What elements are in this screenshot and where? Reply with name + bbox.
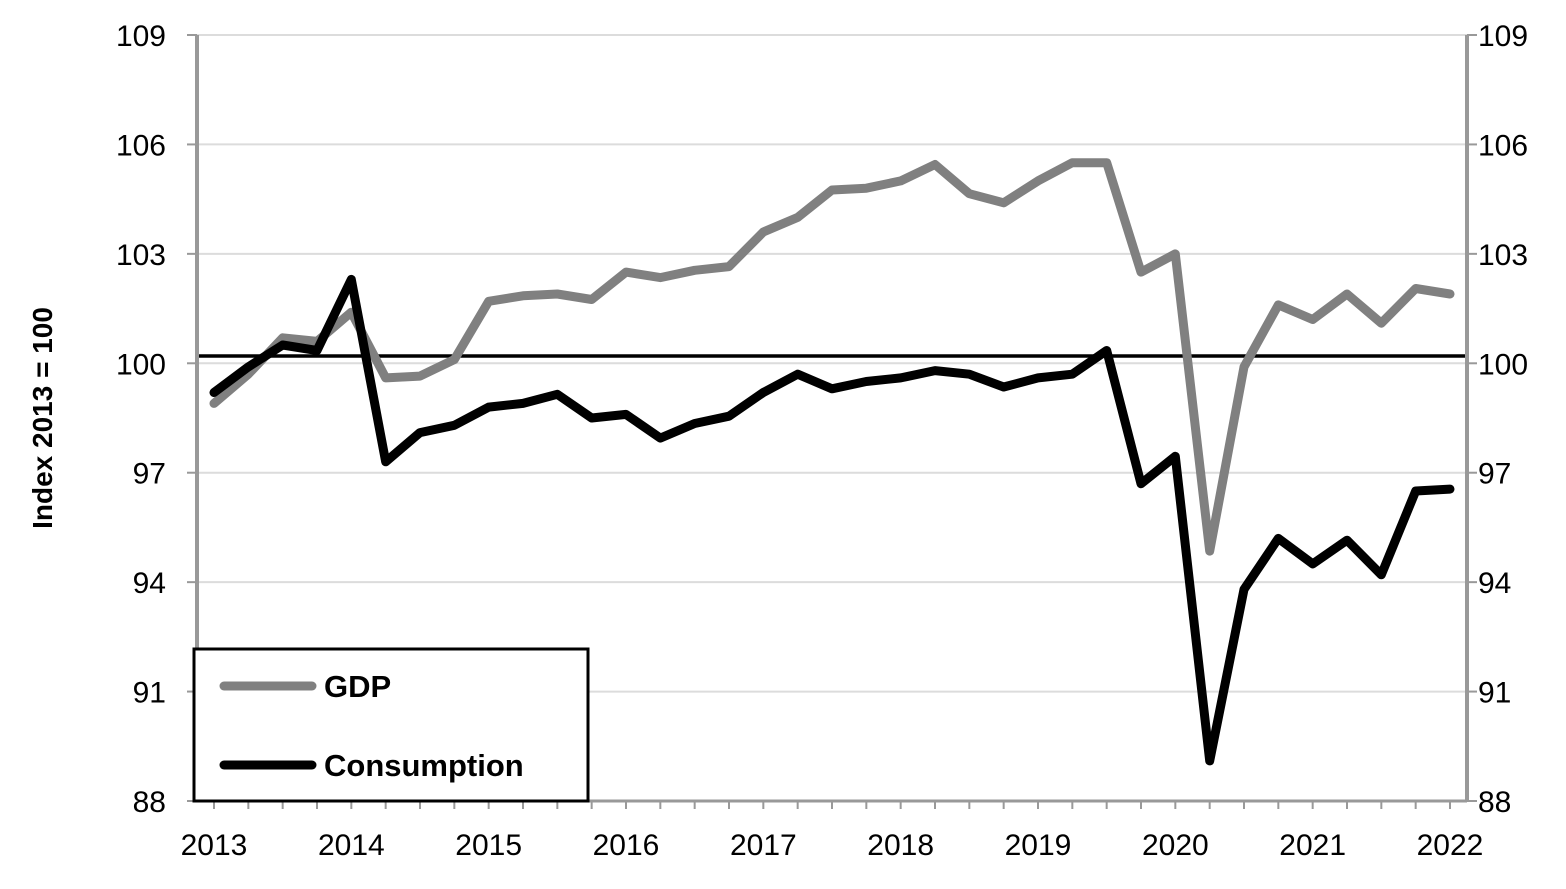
series-line-gdp: [209, 158, 1455, 556]
legend: GDP Consumption: [192, 647, 590, 803]
x-tick-label: 2019: [1005, 829, 1072, 862]
series-line-consumption: [209, 274, 1455, 766]
y-tick-label-right: 91: [1478, 677, 1511, 710]
x-tick-label: 2016: [593, 829, 660, 862]
x-axis-ticks: 2013 2014 2015 2016 2017 2018 2019 2020 2021 2022: [181, 801, 1484, 862]
x-tick-label: 2021: [1279, 829, 1346, 862]
legend-box: [192, 647, 590, 803]
y-axis-title: Index 2013 = 100: [27, 307, 58, 529]
y-tick-label-left: 100: [116, 348, 166, 381]
y-tick-label-left: 91: [133, 677, 166, 710]
y-tick-label-left: 106: [116, 129, 166, 162]
y-tick-label-right: 103: [1478, 239, 1528, 272]
legend-label-gdp: GDP: [324, 669, 391, 704]
x-tick-label: 2022: [1417, 829, 1484, 862]
x-tick-label: 2017: [730, 829, 797, 862]
y-tick-label-right: 100: [1478, 348, 1528, 381]
y-tick-label-left: 103: [116, 239, 166, 272]
x-tick-label: 2018: [867, 829, 934, 862]
y-tick-label-left: 94: [133, 567, 166, 600]
x-tick-label: 2015: [455, 829, 522, 862]
x-tick-label: 2014: [318, 829, 385, 862]
y-tick-label-right: 109: [1478, 20, 1528, 53]
y-tick-label-right: 97: [1478, 458, 1511, 491]
y-tick-label-right: 88: [1478, 786, 1511, 819]
legend-label-consumption: Consumption: [324, 748, 524, 783]
y-tick-label-left: 97: [133, 458, 166, 491]
y-tick-label-right: 106: [1478, 129, 1528, 162]
y-tick-label-right: 94: [1478, 567, 1511, 600]
x-tick-label: 2013: [181, 829, 248, 862]
y-tick-label-left: 88: [133, 786, 166, 819]
series-lines: [209, 158, 1455, 766]
left-y-axis-ticks: 88 91 94 97 100 103 106 109: [116, 20, 197, 819]
right-y-axis-ticks: 88 91 94 97 100 103 106 109: [1467, 20, 1528, 819]
y-tick-label-left: 109: [116, 20, 166, 53]
x-tick-label: 2020: [1142, 829, 1209, 862]
